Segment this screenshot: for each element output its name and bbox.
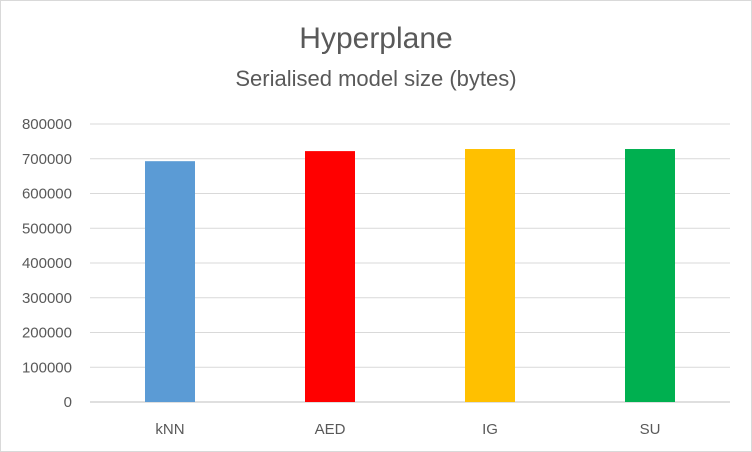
bar-knn <box>145 161 195 402</box>
bar-su <box>625 149 675 402</box>
y-tick-label: 800000 <box>22 116 72 133</box>
y-tick-label: 100000 <box>22 359 72 376</box>
x-tick-label: IG <box>482 421 498 438</box>
y-tick-label: 0 <box>64 394 72 411</box>
gridlines <box>90 123 730 403</box>
y-tick-label: 600000 <box>22 186 72 203</box>
y-axis-ticks: 0 100000 200000 300000 400000 500000 600000 700… <box>22 116 72 411</box>
x-tick-label: AED <box>315 421 346 438</box>
bars <box>145 149 675 402</box>
y-tick-label: 700000 <box>22 151 72 168</box>
x-axis-ticks: kNN AED IG SU <box>155 421 660 438</box>
bar-ig <box>465 149 515 402</box>
x-tick-label: kNN <box>155 421 184 438</box>
x-tick-label: SU <box>640 421 661 438</box>
y-tick-label: 300000 <box>22 290 72 307</box>
y-tick-label: 400000 <box>22 255 72 272</box>
y-tick-label: 500000 <box>22 220 72 237</box>
bar-aed <box>305 151 355 402</box>
chart-title: Hyperplane <box>299 22 453 55</box>
y-tick-label: 200000 <box>22 325 72 342</box>
chart-subtitle: Serialised model size (bytes) <box>235 66 517 91</box>
